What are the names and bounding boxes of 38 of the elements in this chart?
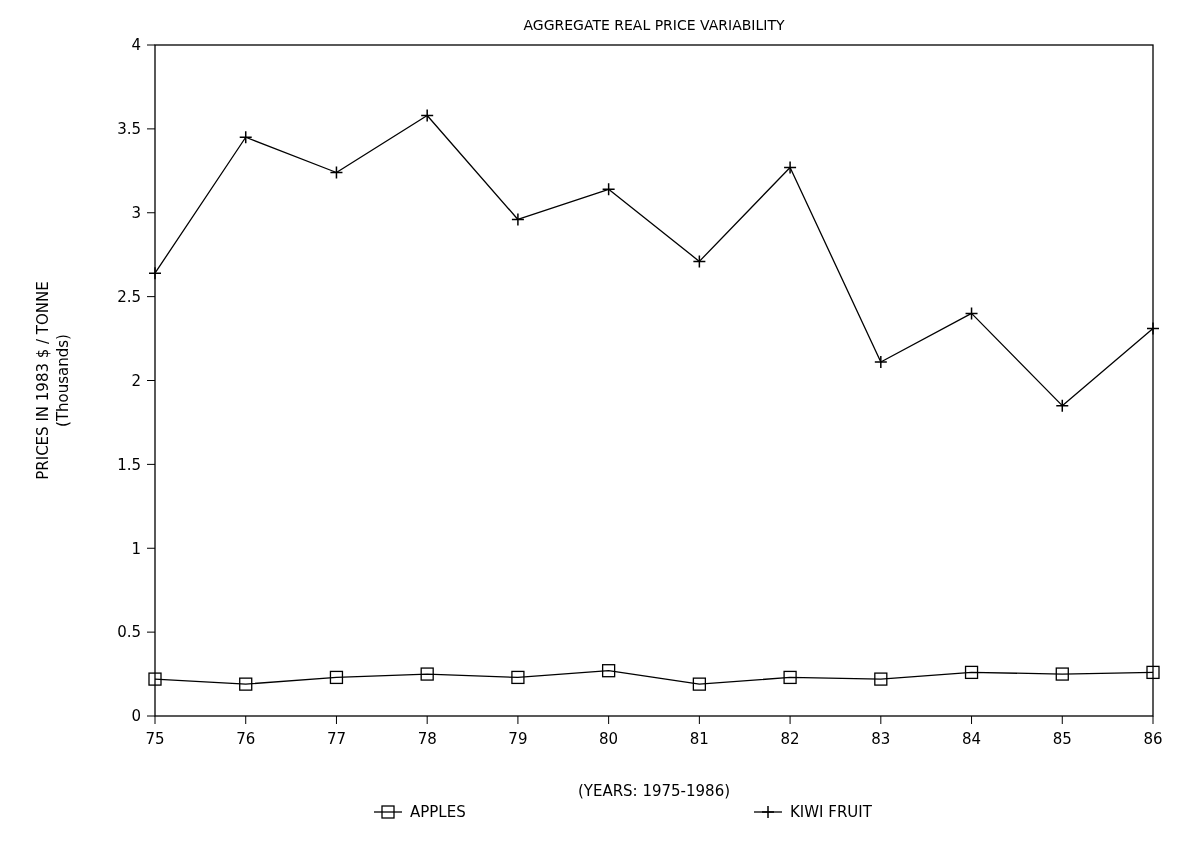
y-tick-label: 0.5 bbox=[117, 623, 141, 642]
y-tick-label: 0 bbox=[131, 707, 141, 726]
x-axis-title: (YEARS: 1975-1986) bbox=[577, 782, 731, 800]
x-tick-label: 84 bbox=[962, 730, 982, 748]
x-tick-label: 75 bbox=[145, 730, 165, 748]
legend-label: APPLES bbox=[410, 803, 466, 821]
x-tick-label: 76 bbox=[236, 730, 256, 748]
x-tick-label: 82 bbox=[780, 730, 800, 748]
point bbox=[148, 672, 162, 686]
x-tick-label: 85 bbox=[1052, 730, 1072, 748]
point bbox=[239, 677, 253, 691]
point bbox=[874, 672, 888, 686]
x-tick-label: 86 bbox=[1143, 730, 1163, 748]
y-tick-label: 1.5 bbox=[117, 455, 141, 474]
y-tick-label: 3 bbox=[131, 204, 141, 222]
y-tick-label: 4 bbox=[131, 36, 141, 55]
y-tick-label: 1 bbox=[131, 539, 141, 558]
y-axis-title: PRICES IN 1983 $ / TONNE (Thousands) bbox=[34, 281, 72, 480]
point bbox=[1055, 667, 1069, 681]
x-tick-label: 81 bbox=[689, 730, 709, 748]
x-tick-label: 78 bbox=[417, 730, 437, 748]
point bbox=[692, 677, 707, 691]
point bbox=[601, 664, 616, 678]
point bbox=[329, 670, 344, 685]
point bbox=[1146, 665, 1160, 680]
point bbox=[783, 670, 797, 685]
y-tick-label: 3.5 bbox=[117, 120, 141, 139]
point bbox=[420, 667, 434, 681]
point bbox=[964, 665, 979, 680]
x-tick-label: 77 bbox=[326, 730, 346, 748]
x-tick-label: 79 bbox=[508, 730, 528, 748]
legend-label: KIWI FRUIT bbox=[790, 803, 873, 821]
x-tick-label: 80 bbox=[599, 730, 619, 748]
x-tick-label: 83 bbox=[871, 730, 891, 748]
y-tick-label: 2 bbox=[131, 371, 141, 390]
point bbox=[511, 670, 525, 685]
y-tick-label: 2.5 bbox=[117, 287, 141, 306]
chart-title: AGGREGATE REAL PRICE VARIABILITY bbox=[523, 17, 785, 33]
